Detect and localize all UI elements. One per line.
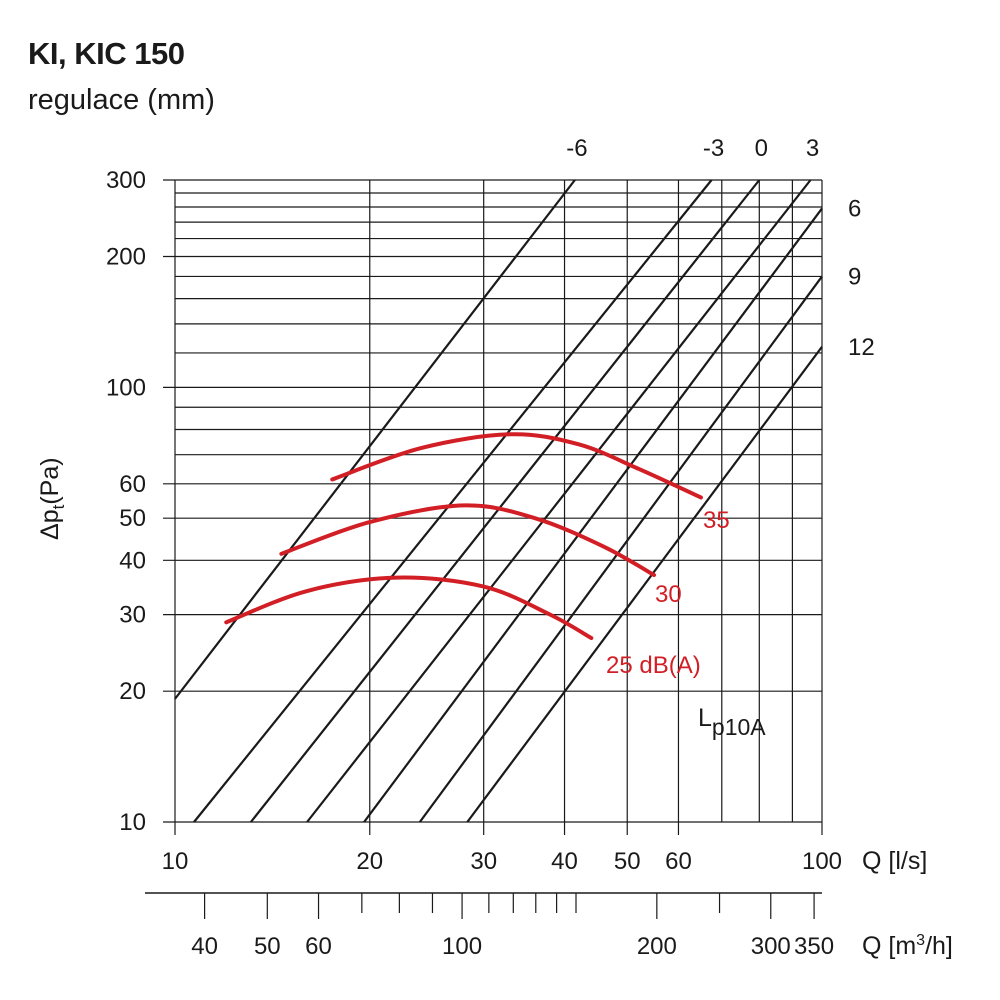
noise-curve-label: 35 (703, 507, 730, 534)
regulation-label: 9 (848, 263, 861, 290)
grid (163, 179, 823, 835)
regulation-line (363, 207, 823, 823)
regulation-line (306, 179, 812, 823)
noise-curve-label: 25 dB(A) (606, 652, 701, 679)
regulation-lines: -6 -3 0 3 6 9 12 (174, 135, 875, 823)
secondary-tick-label: 60 (305, 933, 332, 960)
y-tick-label: 60 (119, 471, 146, 498)
y-tick-label: 100 (106, 374, 146, 401)
lp-sub: p10A (712, 714, 766, 740)
regulation-line (466, 346, 823, 823)
regulation-label: 12 (848, 334, 875, 361)
secondary-tick-label: 40 (191, 933, 218, 960)
noise-curve (279, 503, 657, 578)
secondary-x-axis-title: Q [m3/h] (862, 932, 953, 960)
secondary-tick-label: 200 (637, 933, 677, 960)
x-tick-label: 40 (551, 848, 578, 875)
regulation-label: 3 (806, 135, 819, 162)
y-tick-label: 200 (106, 244, 146, 271)
noise-curve (330, 432, 703, 500)
lp-main: L (698, 704, 712, 732)
chart-title: KI, KIC 150 (28, 36, 185, 71)
regulation-line (193, 179, 713, 823)
regulation-line (250, 179, 761, 823)
secondary-tick-label: 50 (254, 933, 281, 960)
y-tick-label: 50 (119, 505, 146, 532)
regulation-label: -6 (566, 135, 587, 162)
x-tick-label: 10 (162, 848, 189, 875)
y-label-sub: t (49, 504, 68, 509)
secondary-tick-label: 300 (751, 933, 791, 960)
noise-curve (224, 575, 594, 641)
y-tick-label: 30 (119, 602, 146, 629)
regulation-label: 0 (755, 135, 768, 162)
y-tick-label: 300 (106, 167, 146, 194)
y-label-main: Δp (36, 509, 64, 540)
x-tick-label: 100 (802, 848, 842, 875)
x-tick-label: 60 (665, 848, 692, 875)
x-tick-label: 30 (470, 848, 497, 875)
y-tick-label: 10 (119, 809, 146, 836)
y-label-end: (Pa) (36, 457, 64, 504)
x-axis-tick-labels: 10 20 30 40 50 60 100 (162, 848, 842, 875)
y-tick-label: 20 (119, 678, 146, 705)
x-tick-label: 20 (356, 848, 383, 875)
lp10a-annotation: Lp10A (698, 704, 766, 740)
x-tick-label: 50 (614, 848, 641, 875)
y-axis-tick-labels: 10 20 30 40 50 60 100 200 300 (106, 167, 146, 836)
regulation-line (418, 275, 823, 823)
noise-curves: 25 dB(A) 30 35 (224, 432, 730, 679)
secondary-tick-label: 100 (442, 933, 482, 960)
chart-subtitle: regulace (mm) (28, 84, 215, 116)
regulation-line (174, 179, 576, 700)
x-axis-title: Q [l/s] (862, 847, 927, 875)
x2-label-sup: 3 (916, 932, 925, 949)
y-tick-label: 40 (119, 547, 146, 574)
secondary-tick-label: 350 (794, 933, 834, 960)
x2-label-main: Q [m (862, 932, 916, 960)
x2-label-end: /h] (925, 932, 953, 960)
noise-curve-label: 30 (655, 581, 682, 608)
regulation-label: -3 (703, 135, 724, 162)
regulation-label: 6 (848, 195, 861, 222)
y-axis-title: Δpt(Pa) (36, 457, 68, 540)
secondary-x-axis: 40 50 60 100 200 300 350 (145, 892, 834, 960)
